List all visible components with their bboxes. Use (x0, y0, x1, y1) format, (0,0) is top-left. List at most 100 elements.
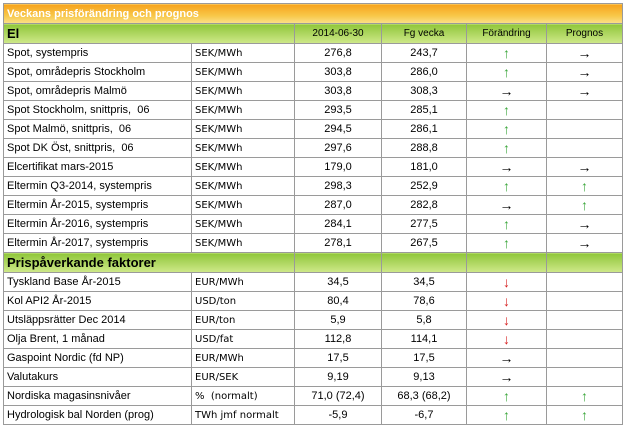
data-row: Utsläppsrätter Dec 2014 EUR/ton 5,9 5,8 ↓ (3, 310, 623, 330)
previous-value: 286,0 (381, 62, 467, 82)
unit: EUR/ton (191, 310, 295, 330)
previous-value: 288,8 (381, 138, 467, 158)
table-body: Veckans prisförändring och prognos El 201… (3, 3, 623, 425)
forecast-arrow (546, 119, 623, 139)
column-header (294, 252, 382, 273)
current-value: 112,8 (294, 329, 382, 349)
change-arrow: ↑ (466, 405, 547, 425)
change-arrow: ↓ (466, 291, 547, 311)
unit: EUR/MWh (191, 348, 295, 368)
unit: SEK/MWh (191, 100, 295, 120)
change-arrow: ↑ (466, 138, 547, 158)
change-arrow: ↑ (466, 119, 547, 139)
title: Veckans prisförändring och prognos (3, 3, 623, 24)
unit: SEK/MWh (191, 233, 295, 253)
data-row: Valutakurs EUR/SEK 9,19 9,13 → (3, 367, 623, 387)
unit: SEK/MWh (191, 214, 295, 234)
change-arrow: → (466, 367, 547, 387)
forecast-arrow (546, 272, 623, 292)
current-value: 303,8 (294, 81, 382, 101)
previous-value: 243,7 (381, 43, 467, 63)
data-row: Eltermin År-2017, systempris SEK/MWh 278,1… (3, 233, 623, 253)
row-label: Eltermin År-2016, systempris (3, 214, 192, 234)
previous-value: 181,0 (381, 157, 467, 177)
current-value: 297,6 (294, 138, 382, 158)
change-arrow: → (466, 157, 547, 177)
current-value: 276,8 (294, 43, 382, 63)
column-header: Förändring (466, 23, 547, 44)
change-arrow: ↑ (466, 386, 547, 406)
forecast-arrow: → (546, 157, 623, 177)
row-label: Spot, systempris (3, 43, 192, 63)
unit: TWh jmf normalt (191, 405, 295, 425)
panel: Veckans prisförändring och prognos El 201… (3, 3, 623, 425)
unit: EUR/MWh (191, 272, 295, 292)
row-label: Utsläppsrätter Dec 2014 (3, 310, 192, 330)
current-value: 9,19 (294, 367, 382, 387)
row-label: Spot, områdepris Malmö (3, 81, 192, 101)
current-value: 17,5 (294, 348, 382, 368)
previous-value: 114,1 (381, 329, 467, 349)
data-row: Eltermin År-2015, systempris SEK/MWh 287,0… (3, 195, 623, 215)
row-label: Spot, områdepris Stockholm (3, 62, 192, 82)
current-value: 5,9 (294, 310, 382, 330)
forecast-arrow: ↑ (546, 195, 623, 215)
row-label: Olja Brent, 1 månad (3, 329, 192, 349)
forecast-arrow (546, 329, 623, 349)
current-value: 179,0 (294, 157, 382, 177)
data-row: Spot, systempris SEK/MWh 276,8 243,7 ↑ → (3, 43, 623, 63)
data-row: Kol API2 År-2015 USD/ton 80,4 78,6 ↓ (3, 291, 623, 311)
current-value: 294,5 (294, 119, 382, 139)
current-value: 34,5 (294, 272, 382, 292)
previous-value: 78,6 (381, 291, 467, 311)
data-row: Tyskland Base År-2015 EUR/MWh 34,5 34,5 ↓ (3, 272, 623, 292)
row-label: Gaspoint Nordic (fd NP) (3, 348, 192, 368)
row-label: Eltermin År-2017, systempris (3, 233, 192, 253)
change-arrow: ↑ (466, 43, 547, 63)
previous-value: 252,9 (381, 176, 467, 196)
change-arrow: ↓ (466, 310, 547, 330)
data-row: Spot, områdepris Malmö SEK/MWh 303,8 308,3 →… (3, 81, 623, 101)
unit: SEK/MWh (191, 119, 295, 139)
row-label: Valutakurs (3, 367, 192, 387)
section-title: El (3, 23, 295, 44)
current-value: 298,3 (294, 176, 382, 196)
data-row: Eltermin År-2016, systempris SEK/MWh 284,1… (3, 214, 623, 234)
column-header: Fg vecka (381, 23, 467, 44)
price-table: Veckans prisförändring och prognos El 201… (3, 3, 623, 425)
previous-value: -6,7 (381, 405, 467, 425)
column-header (381, 252, 467, 273)
forecast-arrow (546, 291, 623, 311)
forecast-arrow: ↑ (546, 405, 623, 425)
data-row: Gaspoint Nordic (fd NP) EUR/MWh 17,5 17,5 → (3, 348, 623, 368)
column-header (466, 252, 547, 273)
change-arrow: ↑ (466, 233, 547, 253)
section-row: El 2014-06-30 Fg vecka Förändring Prognos (3, 23, 623, 44)
unit: SEK/MWh (191, 43, 295, 63)
unit: SEK/MWh (191, 195, 295, 215)
data-row: Spot DK Öst, snittpris, 06 SEK/MWh 297,6 28… (3, 138, 623, 158)
column-header: Prognos (546, 23, 623, 44)
previous-value: 267,5 (381, 233, 467, 253)
section-row: Prispåverkande faktorer (3, 252, 623, 273)
current-value: -5,9 (294, 405, 382, 425)
current-value: 80,4 (294, 291, 382, 311)
data-row: Elcertifikat mars-2015 SEK/MWh 179,0 181,0 →… (3, 157, 623, 177)
forecast-arrow (546, 367, 623, 387)
row-label: Eltermin År-2015, systempris (3, 195, 192, 215)
previous-value: 68,3 (68,2) (381, 386, 467, 406)
previous-value: 285,1 (381, 100, 467, 120)
current-value: 71,0 (72,4) (294, 386, 382, 406)
row-label: Spot DK Öst, snittpris, 06 (3, 138, 192, 158)
row-label: Eltermin Q3-2014, systempris (3, 176, 192, 196)
data-row: Olja Brent, 1 månad USD/fat 112,8 114,1 ↓ (3, 329, 623, 349)
change-arrow: ↓ (466, 272, 547, 292)
row-label: Spot Stockholm, snittpris, 06 (3, 100, 192, 120)
unit: USD/ton (191, 291, 295, 311)
change-arrow: ↑ (466, 176, 547, 196)
previous-value: 277,5 (381, 214, 467, 234)
previous-value: 308,3 (381, 81, 467, 101)
column-header: 2014-06-30 (294, 23, 382, 44)
unit: SEK/MWh (191, 176, 295, 196)
